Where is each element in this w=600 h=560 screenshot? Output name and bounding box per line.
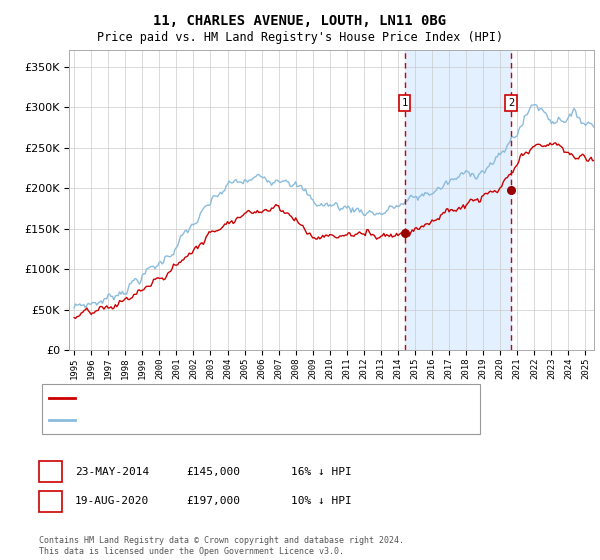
Text: 23-MAY-2014: 23-MAY-2014	[75, 466, 149, 477]
Text: Contains HM Land Registry data © Crown copyright and database right 2024.
This d: Contains HM Land Registry data © Crown c…	[39, 536, 404, 556]
Text: £145,000: £145,000	[186, 466, 240, 477]
Text: 10% ↓ HPI: 10% ↓ HPI	[291, 496, 352, 506]
Text: 16% ↓ HPI: 16% ↓ HPI	[291, 466, 352, 477]
Text: 11, CHARLES AVENUE, LOUTH, LN11 0BG: 11, CHARLES AVENUE, LOUTH, LN11 0BG	[154, 14, 446, 28]
Text: 1: 1	[47, 466, 54, 477]
Text: 11, CHARLES AVENUE, LOUTH, LN11 0BG (detached house): 11, CHARLES AVENUE, LOUTH, LN11 0BG (det…	[81, 393, 406, 403]
Text: Price paid vs. HM Land Registry's House Price Index (HPI): Price paid vs. HM Land Registry's House …	[97, 31, 503, 44]
Text: 2: 2	[508, 98, 514, 108]
Text: 19-AUG-2020: 19-AUG-2020	[75, 496, 149, 506]
Text: 2: 2	[47, 496, 54, 506]
Text: £197,000: £197,000	[186, 496, 240, 506]
Text: 1: 1	[401, 98, 408, 108]
Text: HPI: Average price, detached house, East Lindsey: HPI: Average price, detached house, East…	[81, 415, 381, 425]
